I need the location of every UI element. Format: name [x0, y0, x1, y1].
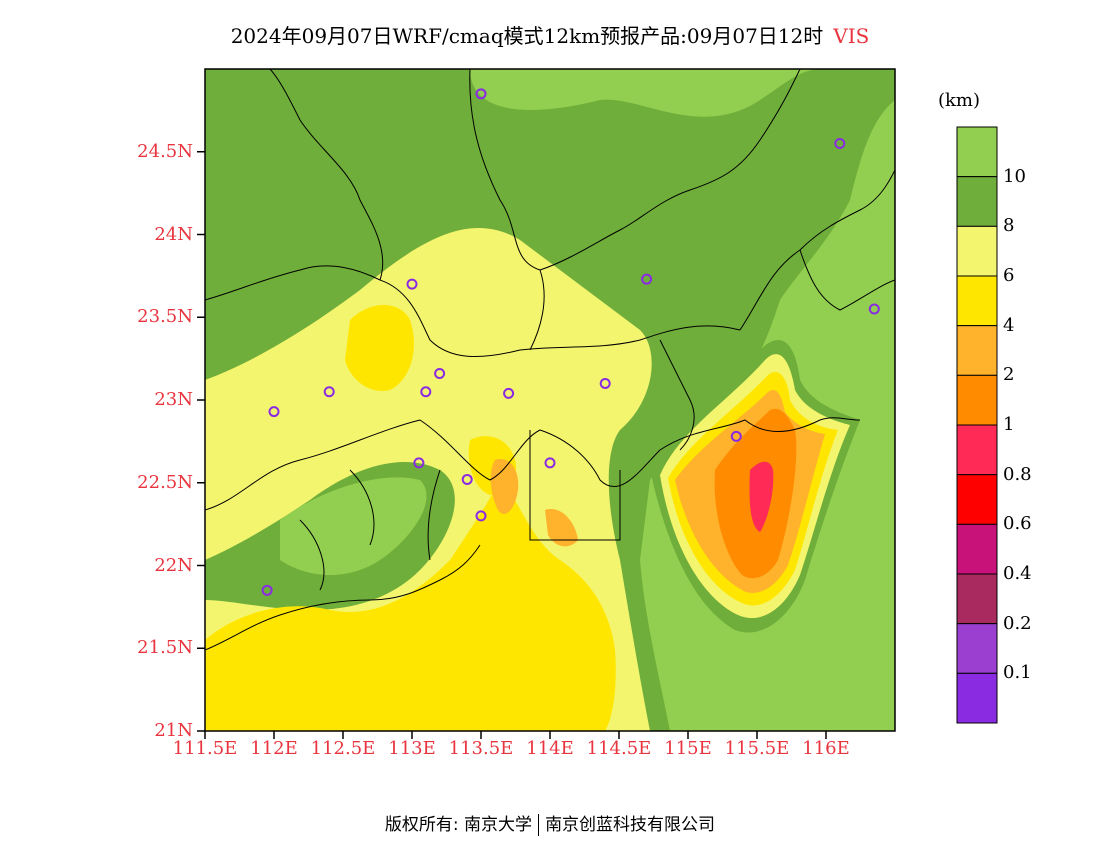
colorbar-label: 0.1	[1003, 662, 1032, 684]
visibility-field	[205, 69, 895, 731]
lon-tick-label: 115E	[664, 738, 712, 759]
station-marker	[475, 88, 487, 100]
colorbar-label: 1	[1003, 414, 1015, 435]
station-marker	[503, 387, 515, 399]
lon-tick-label: 113.5E	[448, 738, 514, 759]
station-marker	[420, 386, 432, 398]
lon-tick-label: 115.5E	[724, 738, 790, 759]
colorbar-label: 0.6	[1003, 513, 1032, 535]
boundary-lines	[205, 69, 895, 651]
colorbar-swatch	[956, 176, 998, 227]
chart-title: 2024年09月07日WRF/cmaq模式12km预报产品:09月07日12时 V…	[0, 20, 1100, 49]
colorbar-label: 0.8	[1003, 463, 1032, 485]
station-marker	[475, 510, 487, 522]
station-marker	[268, 406, 280, 418]
footer-left: 版权所有: 南京大学	[384, 815, 533, 835]
footer-right: 南京创蓝科技有限公司	[545, 815, 716, 835]
colorbar-label: 0.4	[1003, 563, 1032, 584]
lon-tick-label: 114E	[526, 738, 574, 759]
colorbar-swatch	[956, 374, 998, 426]
colorbar-label: 2	[1003, 364, 1015, 386]
lat-tick-label: 23.5N	[137, 306, 193, 328]
colorbar-swatch	[956, 523, 998, 575]
colorbar-swatch	[956, 225, 998, 277]
colorbar	[956, 126, 998, 724]
station-marker	[868, 303, 880, 315]
station-marker	[434, 368, 446, 380]
title-main: 2024年09月07日WRF/cmaq模式12km预报产品:09月07日12时	[230, 24, 824, 48]
colorbar-swatch	[956, 623, 998, 674]
lon-tick-label: 111.5E	[172, 738, 238, 759]
lat-tick-label: 24.5N	[137, 140, 193, 162]
footer-separator	[538, 814, 540, 836]
station-marker	[599, 377, 611, 389]
colorbar-label: 8	[1003, 215, 1015, 237]
station-marker	[730, 430, 742, 442]
colorbar-swatch	[956, 672, 998, 724]
footer-credit: 版权所有: 南京大学 南京创蓝科技有限公司	[0, 810, 1100, 836]
title-variable: VIS	[833, 24, 870, 48]
station-marker	[544, 457, 556, 469]
lat-tick-label: 21N	[154, 720, 193, 741]
lon-tick-label: 112.5E	[310, 738, 376, 759]
colorbar-swatch	[956, 573, 998, 625]
axis-ticks	[197, 151, 827, 739]
lon-tick-label: 116E	[802, 738, 850, 759]
station-marker	[261, 584, 273, 596]
station-markers	[261, 88, 880, 596]
station-marker	[641, 273, 653, 285]
station-marker	[834, 137, 846, 149]
colorbar-swatch	[956, 126, 998, 178]
colorbar-swatch	[956, 325, 998, 376]
colorbar-label: 6	[1003, 265, 1015, 286]
lon-tick-label: 113E	[388, 738, 436, 759]
colorbar-swatch	[956, 474, 998, 525]
lat-tick-label: 24N	[154, 223, 193, 245]
colorbar-label: 0.2	[1003, 612, 1032, 634]
station-marker	[323, 386, 335, 398]
station-marker	[406, 278, 418, 290]
colorbar-swatch	[956, 424, 998, 476]
lat-tick-label: 22.5N	[137, 471, 193, 493]
station-marker	[461, 473, 473, 485]
lat-tick-label: 22N	[154, 554, 193, 576]
colorbar-swatch	[956, 275, 998, 327]
lat-tick-label: 21.5N	[137, 637, 193, 659]
lon-tick-label: 114.5E	[586, 738, 652, 759]
station-marker	[413, 457, 425, 469]
colorbar-label: 4	[1003, 314, 1015, 336]
colorbar-unit: (km)	[938, 90, 981, 111]
lat-tick-label: 23N	[154, 389, 193, 410]
colorbar-label: 10	[1003, 165, 1026, 187]
lon-tick-label: 112E	[250, 738, 298, 759]
